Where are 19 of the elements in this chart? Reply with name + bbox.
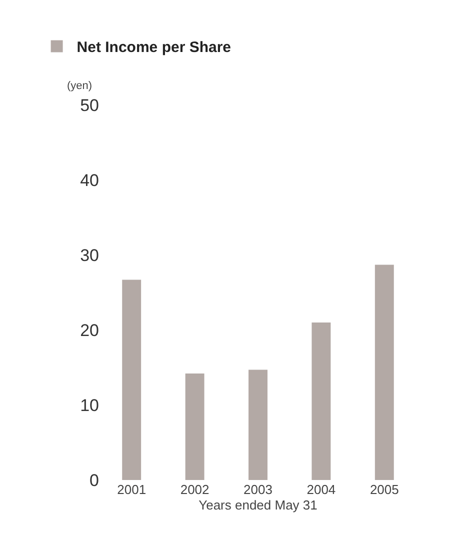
x-tick-label: 2005 [370, 482, 399, 497]
y-tick-label: 0 [90, 470, 99, 490]
y-axis-title: (yen) [67, 80, 92, 92]
bar [185, 374, 204, 480]
y-tick-label: 10 [80, 396, 99, 415]
bar [312, 322, 331, 480]
bar [248, 370, 268, 480]
y-tick-label: 30 [80, 246, 99, 265]
y-tick-label: 50 [80, 96, 99, 115]
x-tick-label: 2001 [117, 482, 146, 497]
y-tick-label: 20 [80, 320, 99, 340]
bar [122, 280, 142, 480]
y-tick-label: 40 [80, 170, 99, 190]
legend-label: Net Income per Share [76, 39, 232, 56]
x-axis-title: Years ended May 31 [198, 498, 318, 513]
x-tick-label: 2004 [306, 482, 336, 497]
x-tick-label: 2002 [180, 482, 210, 497]
x-tick-label: 2003 [244, 482, 272, 497]
bar [374, 264, 394, 480]
